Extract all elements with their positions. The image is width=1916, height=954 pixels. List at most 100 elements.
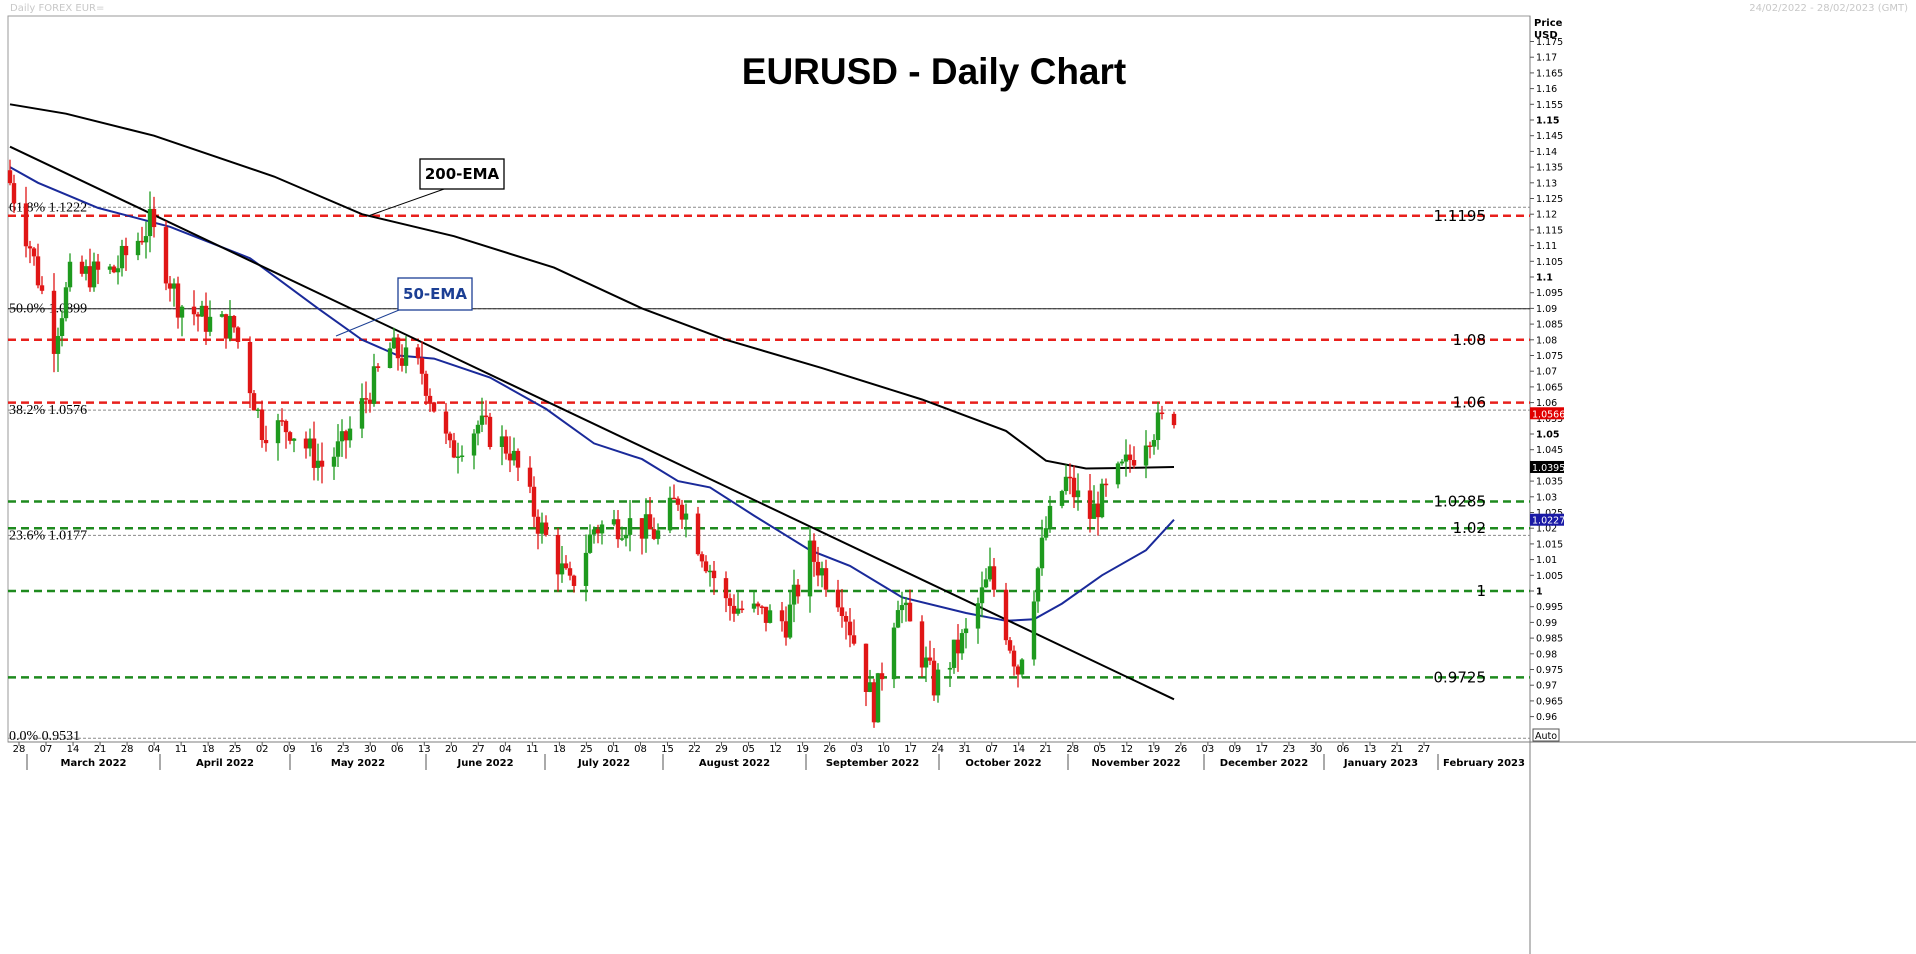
- axis-title-price: Price: [1534, 18, 1563, 29]
- candle-body: [647, 514, 653, 530]
- candle-body: [151, 208, 157, 228]
- candle-body: [679, 504, 685, 520]
- candle-body: [315, 460, 321, 468]
- candle-body: [1011, 650, 1017, 667]
- time-tick-label: 06: [391, 744, 404, 755]
- candle-body: [779, 610, 785, 622]
- candle-body: [303, 438, 309, 449]
- candle-body: [199, 305, 205, 317]
- candle-body: [1031, 601, 1037, 660]
- candle-body: [955, 639, 961, 654]
- candle-body: [1119, 461, 1125, 464]
- candle-body: [531, 486, 537, 517]
- price-tick-label: 0.965: [1536, 696, 1563, 707]
- candlesticks: [7, 159, 1177, 728]
- time-tick-label: 12: [1120, 744, 1133, 755]
- candle-body: [219, 314, 225, 317]
- candle-body: [735, 608, 741, 614]
- candle-body: [727, 598, 733, 606]
- time-tick-label: 14: [67, 744, 80, 755]
- candle-body: [63, 287, 69, 319]
- price-tick-label: 1.02: [1536, 524, 1557, 535]
- price-tick-label: 1.095: [1536, 288, 1563, 299]
- candle-body: [195, 314, 201, 317]
- candle-body: [395, 337, 401, 359]
- time-tick-label: 07: [40, 744, 53, 755]
- candle-body: [175, 283, 181, 318]
- candle-body: [279, 420, 285, 422]
- candle-body: [567, 568, 573, 576]
- time-tick-label: 01: [607, 744, 620, 755]
- candle-body: [983, 579, 989, 588]
- price-tag-label: 1.0566: [1532, 409, 1565, 420]
- price-tick-label: 1.14: [1536, 147, 1557, 158]
- candle-body: [507, 453, 513, 461]
- price-tick-label: 1.07: [1536, 367, 1557, 378]
- candle-body: [527, 467, 533, 487]
- candle-body: [639, 518, 645, 539]
- candle-body: [123, 245, 129, 256]
- candle-body: [119, 245, 125, 269]
- time-tick-label: 19: [1147, 744, 1160, 755]
- chart-title: EURUSD - Daily Chart: [742, 51, 1126, 92]
- price-tick-label: 1.075: [1536, 351, 1563, 362]
- candle-body: [739, 608, 745, 611]
- candle-body: [1015, 666, 1021, 675]
- candle-body: [871, 682, 877, 723]
- trendline: [9, 145, 1175, 701]
- price-tick-label: 1.17: [1536, 53, 1557, 64]
- price-tick-label: 1.065: [1536, 382, 1563, 393]
- fib-level-label: 0.0% 0.9531: [9, 729, 80, 744]
- month-label: June 2022: [456, 758, 513, 769]
- price-tag: [1530, 407, 1564, 420]
- candle-body: [599, 524, 605, 534]
- support-label: 1: [1476, 582, 1486, 600]
- candle-body: [443, 411, 449, 434]
- candle-body: [651, 529, 657, 539]
- candle-body: [791, 584, 797, 605]
- candle-body: [1155, 412, 1161, 441]
- candle-body: [763, 606, 769, 623]
- candle-body: [235, 327, 241, 342]
- candle-body: [979, 587, 985, 604]
- time-tick-label: 27: [472, 744, 485, 755]
- price-tick-label: 1.025: [1536, 508, 1563, 519]
- candle-body: [59, 318, 65, 337]
- candle-body: [475, 424, 481, 434]
- candle-body: [319, 460, 325, 467]
- chart-grid: [7, 15, 1916, 954]
- candle-body: [879, 673, 885, 680]
- candle-body: [403, 347, 409, 366]
- candle-body: [415, 347, 421, 359]
- candle-body: [707, 570, 713, 573]
- candle-body: [891, 627, 897, 680]
- candle-body: [307, 438, 313, 449]
- time-tick-label: 13: [1364, 744, 1377, 755]
- candle-body: [895, 610, 901, 628]
- candle-body: [675, 498, 681, 505]
- annotations: 200-EMA 50-EMA: [335, 158, 505, 337]
- candle-body: [39, 285, 45, 291]
- candle-body: [703, 561, 709, 572]
- time-tick-label: 19: [796, 744, 809, 755]
- candle-body: [207, 316, 213, 332]
- candle-body: [787, 604, 793, 638]
- candle-body: [1103, 483, 1109, 486]
- price-tick-label: 1.11: [1536, 241, 1557, 252]
- time-tick-label: 30: [1310, 744, 1323, 755]
- time-tick-label: 04: [148, 744, 161, 755]
- candle-body: [455, 456, 461, 458]
- candle-body: [459, 455, 465, 458]
- candle-body: [935, 669, 941, 696]
- time-tick-label: 06: [1337, 744, 1350, 755]
- candle-body: [139, 240, 145, 243]
- time-tick-label: 05: [1093, 744, 1106, 755]
- candle-body: [1071, 477, 1077, 498]
- month-label: March 2022: [61, 758, 127, 769]
- candle-body: [79, 261, 85, 274]
- candle-body: [427, 395, 433, 403]
- price-tick-label: 1.09: [1536, 304, 1557, 315]
- month-label: July 2022: [577, 758, 630, 769]
